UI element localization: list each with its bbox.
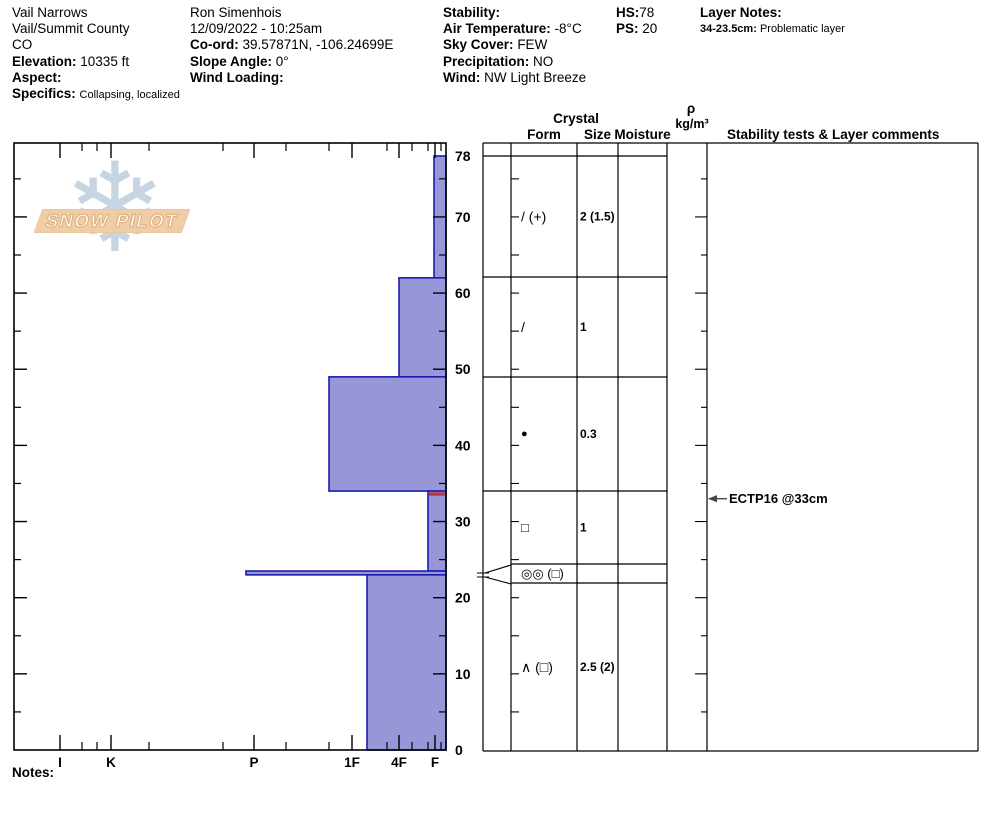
layer-notes-title: Layer Notes:: [700, 5, 782, 20]
site-state: CO: [12, 37, 33, 53]
plot-border: [13, 142, 447, 751]
depth-label-78: 78: [455, 148, 471, 164]
stability-line: Stability:: [443, 5, 501, 20]
layer-bar-1: [398, 277, 447, 378]
air-temp-line: Air Temperature: -8°C: [443, 21, 582, 37]
coordinates-line: Co-ord: 39.57871N, -106.24699E: [190, 37, 394, 53]
density-unit-header: kg/m³: [675, 117, 708, 131]
crystal-form-symbol-2: ●: [521, 428, 528, 440]
depth-label-30: 30: [455, 514, 471, 530]
depth-label-70: 70: [455, 209, 471, 225]
depth-label-40: 40: [455, 437, 471, 453]
crystal-size-value-3: 1: [580, 521, 587, 535]
crystal-header: Crystal: [553, 111, 599, 126]
precipitation-line: Precipitation: NO: [443, 53, 554, 69]
crystal-form-symbol-3: □: [521, 520, 529, 535]
hardness-label-P: P: [249, 755, 258, 770]
depth-label-50: 50: [455, 361, 471, 377]
slope-angle-line: Slope Angle: 0°: [190, 53, 289, 69]
layer-bar-5: [366, 574, 447, 751]
layer-note-item: 34-23.5cm: Problematic layer: [700, 23, 845, 36]
sky-cover-line: Sky Cover: FEW: [443, 37, 548, 53]
size-header: Size: [584, 127, 612, 142]
crystal-form-symbol-0: / (+): [521, 209, 546, 225]
snowpilot-logo: ❄ SNOW PILOT: [33, 144, 191, 288]
density-header: ρ: [687, 101, 695, 116]
hardness-label-K: K: [106, 755, 116, 770]
hs-line: HS:78: [616, 5, 655, 20]
depth-label-10: 10: [455, 666, 471, 682]
crystal-size-value-2: 0.3: [580, 427, 597, 441]
crystal-size-value-0: 2 (1.5): [580, 210, 615, 224]
crystal-form-symbol-4: ◎◎ (□): [521, 566, 564, 581]
hardness-label-F: F: [431, 755, 439, 770]
moisture-header: Moisture: [614, 127, 671, 142]
header-location-column: Vail Narrows Vail/Summit County CO Eleva…: [12, 5, 180, 103]
crystal-form-symbol-5: ∧ (□): [521, 659, 553, 675]
hardness-label-4F: 4F: [391, 755, 407, 770]
site-region: Vail/Summit County: [12, 21, 130, 37]
observation-datetime: 12/09/2022 - 10:25am: [190, 21, 323, 37]
wind-loading-line: Wind Loading:: [190, 69, 284, 85]
observer-name: Ron Simenhois: [190, 5, 282, 20]
depth-label-0: 0: [455, 742, 463, 758]
specifics-line: Specifics: Collapsing, localized: [12, 86, 180, 102]
site-name: Vail Narrows: [12, 5, 88, 20]
elevation-line: Elevation: 10335 ft: [12, 53, 130, 69]
notes-label: Notes:: [12, 765, 55, 780]
aspect-line: Aspect:: [12, 69, 62, 85]
stability-test-annotation-0: ECTP16 @33cm: [729, 491, 828, 506]
hardness-label-I: I: [58, 755, 62, 770]
ps-line: PS: 20: [616, 21, 658, 37]
hardness-label-1F: 1F: [344, 755, 360, 770]
ect-arrow-head: [708, 495, 717, 503]
wind-line: Wind: NW Light Breeze: [443, 69, 587, 85]
problematic-layer-flag: [428, 492, 445, 496]
form-header: Form: [527, 127, 561, 142]
depth-label-60: 60: [455, 285, 471, 301]
crystal-size-value-5: 2.5 (2): [580, 660, 615, 674]
header-observer-column: Ron Simenhois 12/09/2022 - 10:25am Co-or…: [190, 5, 393, 86]
header-snowpack-column: HS:78 PS: 20: [616, 5, 657, 37]
crystal-form-symbol-1: /: [521, 319, 525, 335]
layer-bar-2: [328, 376, 447, 492]
stability-tests-header: Stability tests & Layer comments: [727, 127, 939, 142]
header-weather-column: Stability: Air Temperature: -8°C Sky Cov…: [443, 5, 586, 86]
header-layer-notes-column: Layer Notes: 34-23.5cm: Problematic laye…: [700, 5, 845, 37]
depth-label-20: 20: [455, 590, 471, 606]
crystal-size-value-1: 1: [580, 320, 587, 334]
weak-layer-marker: [477, 564, 512, 585]
